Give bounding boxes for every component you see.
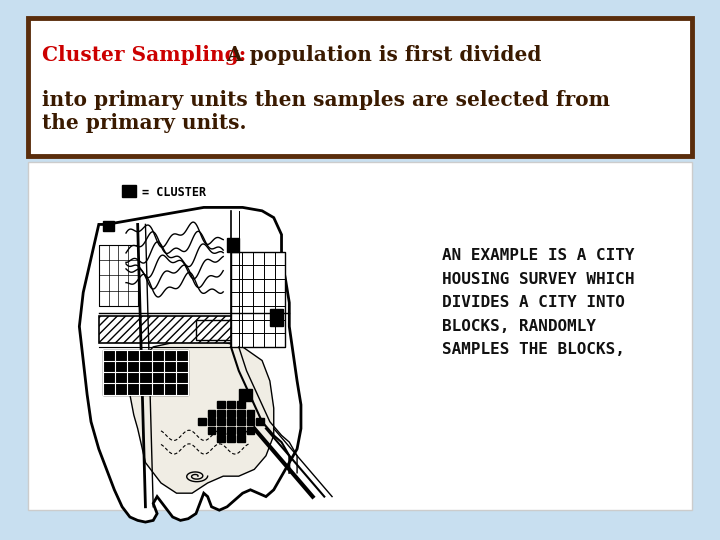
Bar	[237, 435, 245, 442]
Bar	[246, 418, 254, 425]
Text: Cluster Sampling:: Cluster Sampling:	[42, 45, 246, 65]
Bar	[99, 316, 235, 343]
Text: AN EXAMPLE IS A CITY
HOUSING SURVEY WHICH
DIVIDES A CITY INTO
BLOCKS, RANDOMLY
S: AN EXAMPLE IS A CITY HOUSING SURVEY WHIC…	[441, 248, 634, 357]
Bar	[122, 185, 135, 197]
Bar	[103, 350, 188, 395]
Bar	[246, 410, 254, 417]
Polygon shape	[95, 302, 293, 480]
Bar	[227, 410, 235, 417]
Bar	[227, 435, 235, 442]
Text: A population is first divided: A population is first divided	[220, 45, 541, 65]
Bar	[237, 427, 245, 434]
Text: = CLUSTER: = CLUSTER	[142, 186, 206, 199]
Bar	[28, 18, 692, 156]
Bar	[237, 418, 245, 425]
Bar	[217, 410, 225, 417]
Bar	[231, 252, 285, 347]
Bar	[246, 427, 254, 434]
Bar	[217, 401, 225, 408]
Bar	[28, 162, 692, 510]
Bar	[99, 245, 138, 306]
Bar	[227, 238, 239, 252]
Bar	[227, 427, 235, 434]
Bar	[198, 418, 206, 425]
Bar	[103, 221, 114, 231]
Bar	[207, 427, 215, 434]
Bar	[227, 401, 235, 408]
Bar	[270, 309, 284, 327]
Bar	[207, 418, 215, 425]
Bar	[217, 427, 225, 434]
Polygon shape	[130, 340, 274, 493]
Bar	[196, 320, 243, 340]
Bar	[217, 435, 225, 442]
Text: into primary units then samples are selected from: into primary units then samples are sele…	[42, 90, 610, 110]
Bar	[239, 389, 253, 401]
Bar	[207, 410, 215, 417]
Text: the primary units.: the primary units.	[42, 113, 246, 133]
Bar	[217, 418, 225, 425]
Bar	[256, 418, 264, 425]
Bar	[237, 410, 245, 417]
Polygon shape	[79, 207, 301, 522]
Bar	[227, 418, 235, 425]
Bar	[237, 401, 245, 408]
